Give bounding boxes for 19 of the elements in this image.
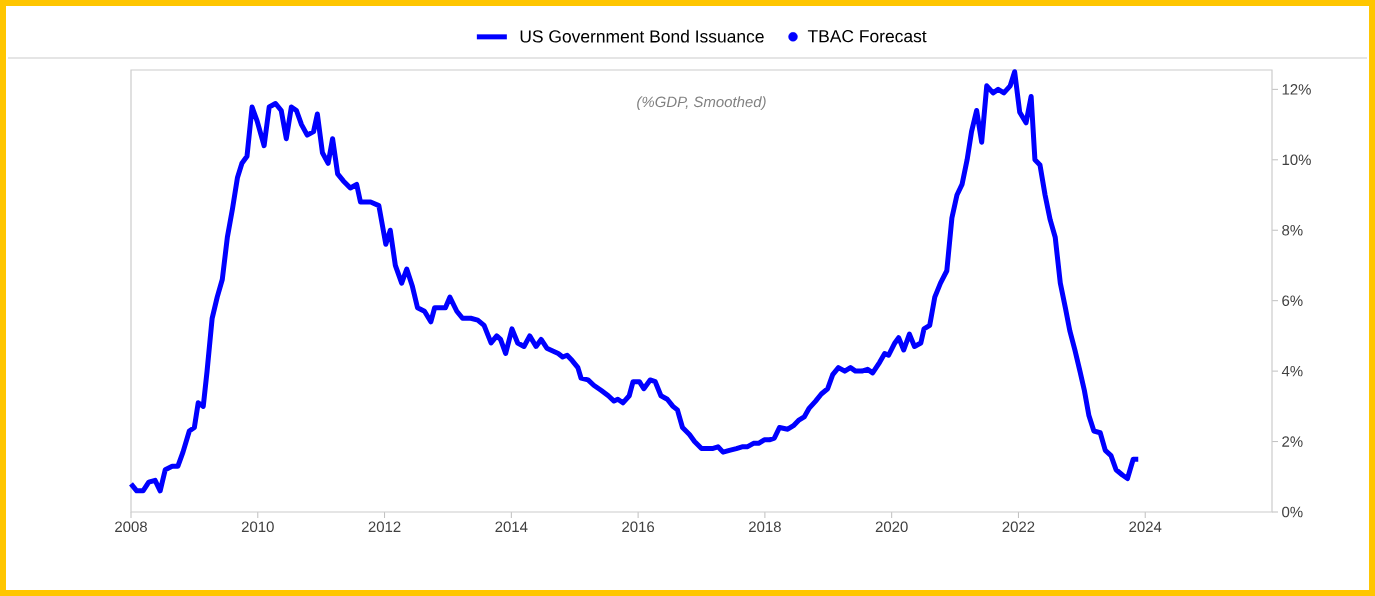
x-tick-label: 2012 — [368, 521, 401, 533]
y-tick-label: 4% — [1281, 365, 1303, 377]
x-tick-label: 2018 — [749, 521, 781, 533]
legend-label: TBAC Forecast — [807, 30, 927, 43]
x-tick-label: 2016 — [622, 521, 655, 533]
y-tick-label: 2% — [1282, 436, 1303, 447]
y-tick-label: 8% — [1282, 224, 1303, 236]
y-tick-label: 10% — [1282, 154, 1311, 166]
x-tick-label: 2022 — [1002, 521, 1035, 533]
y-tick-label: 6% — [1282, 295, 1303, 306]
y-tick-label: 12% — [1282, 84, 1311, 95]
x-tick-label: 2008 — [115, 521, 147, 533]
x-tick-label: 2024 — [1129, 521, 1162, 533]
y-tick-label: 0% — [1282, 506, 1303, 518]
x-tick-label: 2020 — [875, 521, 908, 533]
annotation: (%GDP, Smoothed) — [637, 96, 766, 111]
x-tick-label: 2014 — [495, 521, 528, 533]
x-tick-label: 2010 — [241, 521, 274, 533]
legend-label: US Government Bond Issuance — [520, 29, 764, 43]
